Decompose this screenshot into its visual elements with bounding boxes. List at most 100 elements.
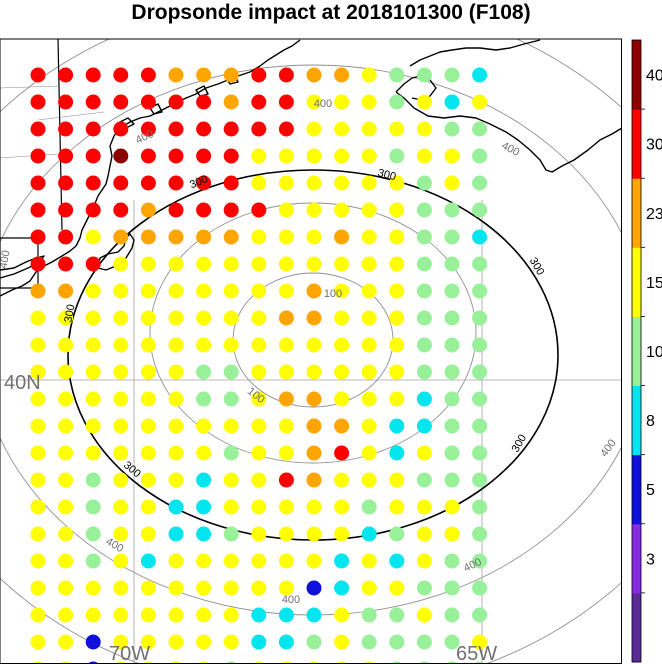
sonde-dot — [389, 472, 405, 488]
sonde-dot — [278, 283, 294, 299]
sonde-dot — [85, 283, 101, 299]
state-border-1 — [57, 39, 63, 231]
sonde-dot — [306, 256, 322, 272]
sonde-dot — [168, 337, 184, 353]
sonde-dot — [334, 283, 350, 299]
sonde-dot — [361, 148, 377, 164]
sonde-dot — [85, 337, 101, 353]
contour-label: 400 — [499, 140, 521, 159]
sonde-dot — [416, 418, 432, 434]
sonde-dot — [334, 553, 350, 569]
sonde-dot — [58, 553, 74, 569]
sonde-dot — [361, 121, 377, 137]
sonde-dot — [196, 445, 212, 461]
chart-title: Dropsonde impact at 2018101300 (F108) — [131, 1, 531, 24]
sonde-dot — [334, 418, 350, 434]
sonde-dot — [251, 445, 267, 461]
sonde-dot — [140, 553, 156, 569]
long-island — [0, 255, 45, 279]
sonde-dot — [113, 67, 129, 83]
sonde-dot — [472, 553, 488, 569]
sonde-dot — [334, 337, 350, 353]
sonde-dot — [334, 121, 350, 137]
sonde-dot — [196, 580, 212, 596]
sonde-dot — [389, 175, 405, 191]
sonde-dot — [251, 607, 267, 623]
sonde-dot — [306, 175, 322, 191]
sonde-dot — [278, 67, 294, 83]
sonde-dot — [140, 256, 156, 272]
lat-label-40n: 40N — [4, 372, 41, 394]
sonde-dot — [223, 391, 239, 407]
sonde-dot — [113, 364, 129, 380]
sonde-dot — [472, 310, 488, 326]
sonde-dot — [223, 202, 239, 218]
sonde-dot — [472, 67, 488, 83]
sonde-dot — [113, 472, 129, 488]
sonde-dot — [334, 580, 350, 596]
colorbar-tick-label: 40 — [646, 68, 662, 85]
sonde-dot — [361, 580, 377, 596]
sonde-dot — [30, 364, 46, 380]
sonde-dot — [444, 364, 460, 380]
colorbar-tick-label: 23 — [646, 206, 662, 223]
sonde-dot — [223, 175, 239, 191]
contour-label: 400 — [0, 249, 13, 269]
sonde-dot — [168, 472, 184, 488]
sonde-dot — [416, 148, 432, 164]
sonde-dot — [85, 148, 101, 164]
sonde-dot — [444, 526, 460, 542]
sonde-dot — [361, 283, 377, 299]
sonde-dot — [223, 553, 239, 569]
sonde-dot — [85, 526, 101, 542]
sonde-dot — [472, 391, 488, 407]
sonde-dot — [334, 202, 350, 218]
sonde-dot — [361, 337, 377, 353]
sonde-dot — [306, 526, 322, 542]
sonde-dot — [196, 418, 212, 434]
sonde-dot — [30, 418, 46, 434]
sonde-dot — [251, 283, 267, 299]
sonde-dot — [140, 607, 156, 623]
sonde-dot — [389, 202, 405, 218]
sonde-dot — [444, 310, 460, 326]
sonde-dot — [361, 364, 377, 380]
sonde-dot — [140, 310, 156, 326]
sonde-dot — [306, 499, 322, 515]
sonde-dot — [278, 418, 294, 434]
sonde-dot — [251, 229, 267, 245]
sonde-dot — [113, 580, 129, 596]
sonde-dot — [196, 202, 212, 218]
sonde-dot — [140, 67, 156, 83]
sonde-dot — [85, 499, 101, 515]
sonde-dot — [334, 310, 350, 326]
sonde-dot — [251, 526, 267, 542]
sonde-dot — [334, 148, 350, 164]
sonde-dot — [444, 283, 460, 299]
sonde-dot — [334, 94, 350, 110]
sonde-dot — [416, 526, 432, 542]
sonde-dot — [30, 553, 46, 569]
sonde-dot — [472, 121, 488, 137]
sonde-dot — [278, 256, 294, 272]
islands — [119, 73, 239, 129]
sonde-dot — [140, 121, 156, 137]
sonde-dot — [472, 607, 488, 623]
sonde-dot — [251, 391, 267, 407]
sonde-dot — [85, 67, 101, 83]
sonde-dot — [196, 94, 212, 110]
sonde-dot — [416, 202, 432, 218]
sonde-dot — [85, 229, 101, 245]
sonde-dot — [444, 256, 460, 272]
sonde-dot — [334, 445, 350, 461]
sonde-dot — [472, 499, 488, 515]
sonde-dot — [306, 337, 322, 353]
sonde-dot — [140, 229, 156, 245]
sonde-dot — [168, 202, 184, 218]
sonde-dot — [334, 499, 350, 515]
sonde-dot — [30, 310, 46, 326]
sonde-dot — [168, 391, 184, 407]
sonde-dot — [306, 580, 322, 596]
sonde-dot — [444, 499, 460, 515]
new-england-coast — [0, 39, 301, 297]
